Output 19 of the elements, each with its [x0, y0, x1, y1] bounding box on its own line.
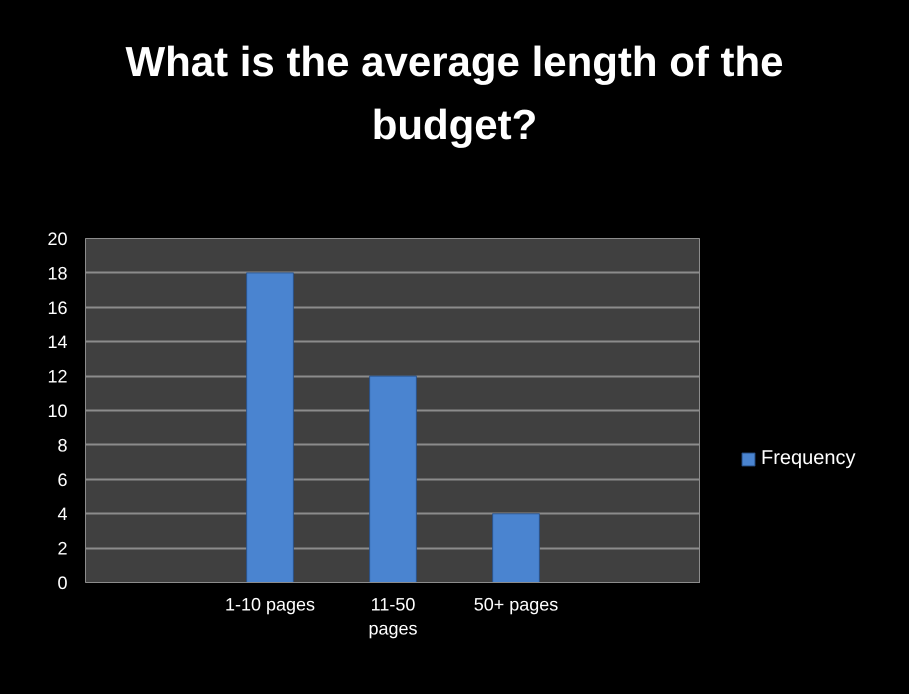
y-tick-label: 10: [47, 401, 68, 421]
y-tick-label: 0: [57, 573, 68, 593]
x-tick-label: 11-50 pages: [368, 594, 418, 638]
bar: [492, 513, 540, 582]
y-tick-label: 6: [57, 470, 68, 490]
y-tick-label: 12: [47, 366, 68, 387]
y-tick-label: 16: [47, 298, 68, 318]
y-tick-label: 2: [57, 538, 68, 559]
x-tick-label: 50+ pages: [474, 594, 558, 614]
bar: [246, 272, 294, 582]
y-tick-label: 8: [57, 435, 68, 456]
y-tick-label: 4: [57, 504, 68, 524]
y-tick-label: 14: [47, 332, 68, 352]
legend-label: Frequency: [761, 447, 856, 470]
y-tick-label: 20: [47, 229, 68, 249]
y-tick-label: 18: [47, 263, 68, 284]
bar: [369, 376, 417, 582]
chart-title: What is the average length of the budget?: [124, 37, 785, 150]
x-tick-label: 1-10 pages: [224, 594, 316, 614]
